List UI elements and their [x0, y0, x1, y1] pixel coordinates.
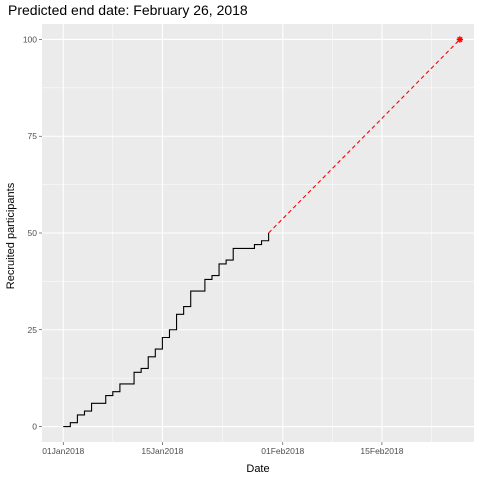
x-axis-label: Date	[246, 463, 269, 475]
y-tick-label: 0	[32, 422, 37, 432]
y-tick-label: 50	[28, 228, 38, 238]
y-axis: 0 25 50 75 100	[23, 34, 42, 432]
x-tick-label: 01Jan2018	[42, 446, 84, 456]
y-tick-label: 75	[28, 131, 38, 141]
y-axis-label: Recruited participants	[5, 182, 17, 289]
chart-title: Predicted end date: February 26, 2018	[8, 2, 248, 18]
x-tick-label: 15Jan2018	[141, 446, 183, 456]
projection-dashed-line	[268, 39, 461, 234]
recruitment-step-line	[63, 233, 270, 428]
x-tick-label: 01Feb2018	[261, 446, 304, 456]
y-tick-label: 25	[28, 325, 38, 335]
predicted-end-marker	[456, 36, 464, 43]
gridlines	[42, 24, 474, 442]
x-axis: 01Jan2018 15Jan2018 01Feb2018 15Feb2018	[42, 442, 404, 456]
x-tick-label: 15Feb2018	[360, 446, 403, 456]
marker-stroke	[457, 36, 463, 43]
series-layer	[63, 36, 464, 428]
y-tick-label: 100	[23, 34, 37, 44]
